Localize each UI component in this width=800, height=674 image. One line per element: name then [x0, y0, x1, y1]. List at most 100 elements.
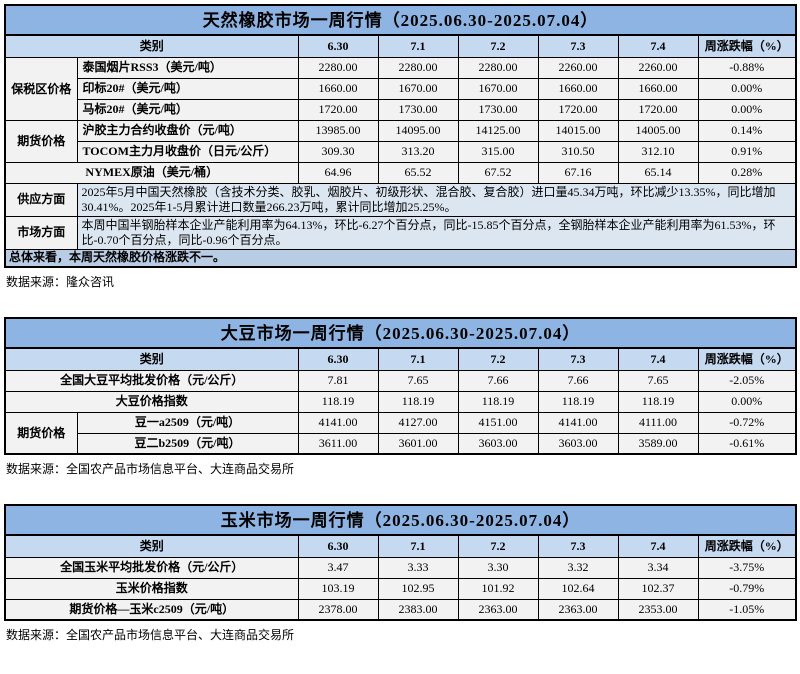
- value-cell: 65.14: [617, 161, 699, 184]
- value-cell: 1720.00: [617, 98, 699, 121]
- table-title: 玉米市场一周行情（2025.06.30-2025.07.04）: [3, 504, 798, 536]
- value-cell: 1660.00: [537, 77, 619, 100]
- column-header-category: 类别: [4, 534, 299, 558]
- value-cell: 4151.00: [457, 411, 539, 434]
- column-header-change: 周涨跌幅（%）: [697, 347, 797, 371]
- value-cell: 3601.00: [377, 432, 459, 455]
- row-label: 泰国烟片RSS3（美元/吨）: [76, 56, 299, 79]
- column-header-date: 6.30: [297, 34, 379, 58]
- value-cell: 13985.00: [297, 119, 379, 142]
- change-cell: 0.00%: [697, 390, 797, 413]
- value-cell: 2280.00: [457, 56, 539, 79]
- change-cell: 0.00%: [697, 98, 797, 121]
- column-header-date: 7.3: [537, 347, 619, 371]
- value-cell: 3.32: [537, 556, 619, 579]
- data-source-note: 数据来源：全国农产品市场信息平台、大连商品交易所: [6, 462, 295, 476]
- page: 天然橡胶市场一周行情（2025.06.30-2025.07.04） 类别 6.30 7…: [3, 4, 798, 643]
- value-cell: 14015.00: [537, 119, 619, 142]
- value-cell: 3611.00: [297, 432, 379, 455]
- value-cell: 2280.00: [377, 56, 459, 79]
- value-cell: 1660.00: [617, 77, 699, 100]
- value-cell: 7.65: [617, 369, 699, 392]
- column-header-date: 7.4: [617, 347, 699, 371]
- value-cell: 2260.00: [537, 56, 619, 79]
- change-cell: 0.14%: [697, 119, 797, 142]
- row-label: 大豆价格指数: [4, 390, 299, 413]
- column-header-category: 类别: [4, 34, 299, 58]
- row-group-label: 期货价格: [4, 411, 78, 455]
- row-label: 印标20#（美元/吨）: [76, 77, 299, 100]
- row-label: 期货价格—玉米c2509（元/吨）: [4, 598, 299, 621]
- change-cell: -0.88%: [697, 56, 797, 79]
- column-header-change: 周涨跌幅（%）: [697, 34, 797, 58]
- value-cell: 1720.00: [537, 98, 619, 121]
- value-cell: 4141.00: [297, 411, 379, 434]
- value-cell: 310.50: [537, 140, 619, 163]
- value-cell: 2363.00: [537, 598, 619, 621]
- value-cell: 3.34: [617, 556, 699, 579]
- value-cell: 14125.00: [457, 119, 539, 142]
- value-cell: 1670.00: [377, 77, 459, 100]
- change-cell: -2.05%: [697, 369, 797, 392]
- column-header-date: 7.3: [537, 534, 619, 558]
- value-cell: 14095.00: [377, 119, 459, 142]
- row-label: 豆二b2509（元/吨）: [76, 432, 299, 455]
- market-table-block: 大豆市场一周行情（2025.06.30-2025.07.04） 类别 6.30 7.1…: [3, 317, 798, 477]
- value-cell: 3603.00: [457, 432, 539, 455]
- row-label: 玉米价格指数: [4, 577, 299, 600]
- value-cell: 7.66: [537, 369, 619, 392]
- change-cell: 0.91%: [697, 140, 797, 163]
- value-cell: 4141.00: [537, 411, 619, 434]
- value-cell: 4127.00: [377, 411, 459, 434]
- row-label: 马标20#（美元/吨）: [76, 98, 299, 121]
- value-cell: 1720.00: [297, 98, 379, 121]
- value-cell: 118.19: [297, 390, 379, 413]
- column-header-category: 类别: [4, 347, 299, 371]
- column-header-date: 7.2: [457, 347, 539, 371]
- note-row-label: 供应方面: [4, 182, 78, 217]
- value-cell: 313.20: [377, 140, 459, 163]
- value-cell: 1730.00: [457, 98, 539, 121]
- note-row-text: 2025年5月中国天然橡胶（含技术分类、胶乳、烟胶片、初级形状、混合胶、复合胶）…: [76, 182, 797, 217]
- market-table-block: 玉米市场一周行情（2025.06.30-2025.07.04） 类别 6.30 7.1…: [3, 504, 798, 643]
- value-cell: 101.92: [457, 577, 539, 600]
- change-cell: 0.00%: [697, 77, 797, 100]
- value-cell: 118.19: [377, 390, 459, 413]
- value-cell: 102.64: [537, 577, 619, 600]
- value-cell: 65.52: [377, 161, 459, 184]
- market-table: 大豆市场一周行情（2025.06.30-2025.07.04） 类别 6.30 7.1…: [3, 317, 798, 455]
- change-cell: -0.61%: [697, 432, 797, 455]
- change-cell: -3.75%: [697, 556, 797, 579]
- value-cell: 3.33: [377, 556, 459, 579]
- value-cell: 2353.00: [617, 598, 699, 621]
- change-cell: 0.28%: [697, 161, 797, 184]
- row-group-label: 期货价格: [4, 119, 78, 163]
- row-label: NYMEX原油（美元/桶）: [4, 161, 299, 184]
- value-cell: 103.19: [297, 577, 379, 600]
- summary-row: 总体来看，本周天然橡胶价格涨跌不一。: [4, 248, 797, 268]
- value-cell: 118.19: [617, 390, 699, 413]
- value-cell: 3.30: [457, 556, 539, 579]
- note-row-text: 本周中国半钢胎样本企业产能利用率为64.13%，环比-6.27个百分点，同比-1…: [76, 215, 797, 250]
- value-cell: 67.16: [537, 161, 619, 184]
- row-label: TOCOM主力月收盘价（日元/公斤）: [76, 140, 299, 163]
- value-cell: 2280.00: [297, 56, 379, 79]
- column-header-date: 7.1: [377, 347, 459, 371]
- value-cell: 7.65: [377, 369, 459, 392]
- row-label: 全国大豆平均批发价格（元/公斤）: [4, 369, 299, 392]
- value-cell: 312.10: [617, 140, 699, 163]
- row-label: 沪胶主力合约收盘价（元/吨）: [76, 119, 299, 142]
- value-cell: 3603.00: [537, 432, 619, 455]
- change-cell: -0.79%: [697, 577, 797, 600]
- value-cell: 118.19: [537, 390, 619, 413]
- column-header-date: 7.2: [457, 534, 539, 558]
- table-title: 天然橡胶市场一周行情（2025.06.30-2025.07.04）: [3, 4, 798, 36]
- change-cell: -0.72%: [697, 411, 797, 434]
- value-cell: 7.81: [297, 369, 379, 392]
- market-table-block: 天然橡胶市场一周行情（2025.06.30-2025.07.04） 类别 6.30 7…: [3, 4, 798, 290]
- column-header-date: 7.4: [617, 534, 699, 558]
- value-cell: 309.30: [297, 140, 379, 163]
- value-cell: 1660.00: [297, 77, 379, 100]
- value-cell: 315.00: [457, 140, 539, 163]
- value-cell: 2378.00: [297, 598, 379, 621]
